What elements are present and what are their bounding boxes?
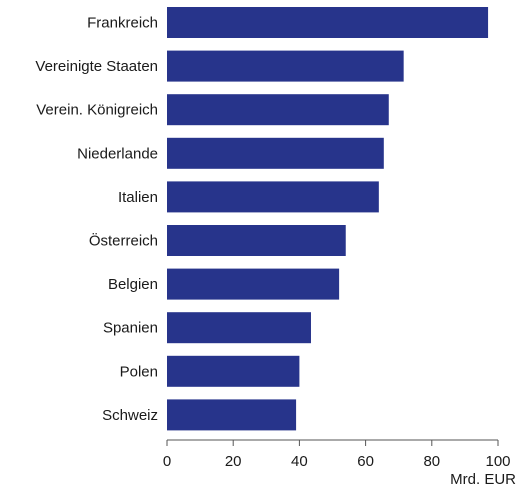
category-label-2: Verein. Königreich [36,102,158,119]
x-axis-unit-label: Mrd. EUR [450,471,516,488]
category-label-4: Italien [118,189,158,206]
bar-8 [167,355,300,387]
x-axis-ticks: 0 20 40 60 80 100 [163,440,511,470]
category-label-7: Spanien [103,320,158,337]
category-label-8: Polen [120,363,158,380]
category-label-0: Frankreich [87,15,158,32]
category-label-1: Vereinigte Staaten [35,58,158,75]
bar-3 [167,137,384,169]
x-tick-label-2: 40 [291,453,308,470]
x-tick-label-5: 100 [485,453,510,470]
bar-7 [167,312,311,344]
bar-1 [167,50,404,82]
bar-5 [167,225,346,256]
x-tick-label-4: 80 [423,453,440,470]
bar-4 [167,181,379,213]
category-labels: Frankreich Vereinigte Staaten Verein. Köni… [35,15,158,424]
category-label-3: Niederlande [77,145,158,162]
bar-9 [167,399,297,431]
category-label-6: Belgien [108,276,158,293]
bar-0 [167,7,489,38]
bar-2 [167,94,389,126]
category-label-9: Schweiz [102,407,158,424]
bar-6 [167,268,340,300]
bars-group [167,7,489,431]
x-tick-label-0: 0 [163,453,171,470]
x-tick-label-3: 60 [357,453,374,470]
category-label-5: Österreich [89,232,158,250]
x-tick-label-1: 20 [225,453,242,470]
